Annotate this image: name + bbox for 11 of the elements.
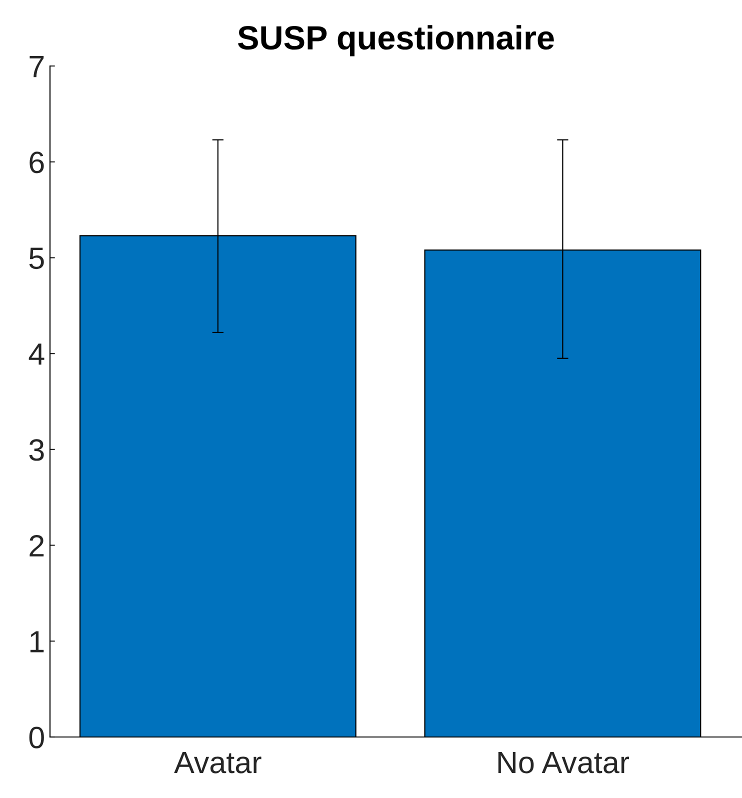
y-tick-label: 3 <box>29 439 44 461</box>
chart-title: SUSP questionnaire <box>238 25 554 56</box>
x-tick-label: Avatar <box>174 752 262 774</box>
y-tick-label: 1 <box>30 631 44 652</box>
y-tick-label: 0 <box>29 726 44 748</box>
y-tick-label: 6 <box>30 152 44 174</box>
x-tick-label: No Avatar <box>498 752 630 774</box>
y-tick-label: 5 <box>29 248 44 270</box>
y-tick-label: 2 <box>30 535 44 556</box>
y-tick-label: 7 <box>30 56 44 78</box>
y-tick-label: 4 <box>28 344 44 365</box>
